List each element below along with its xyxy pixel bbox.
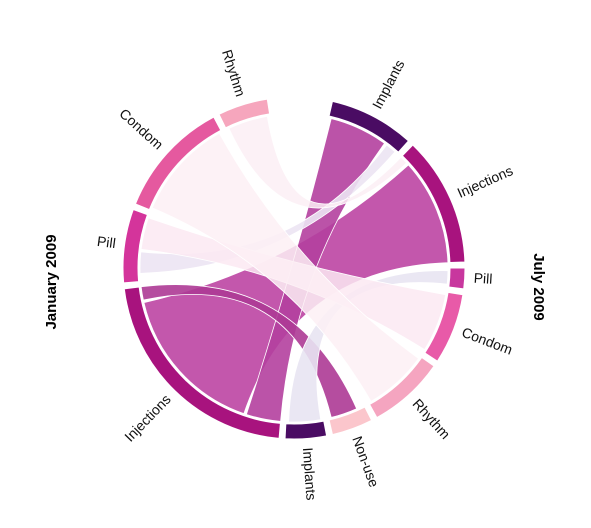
arc-left-rhythm bbox=[218, 98, 271, 129]
arc-label-left-injections: Injections bbox=[121, 391, 174, 445]
arc-right-condom bbox=[424, 291, 464, 362]
right-side-title: July 2009 bbox=[530, 253, 547, 321]
arc-layer bbox=[122, 98, 466, 440]
arc-label-left-condom: Condom bbox=[116, 105, 166, 152]
arc-right-rhythm bbox=[368, 356, 435, 419]
arc-label-right-rhythm: Rhythm bbox=[409, 396, 453, 443]
ribbon-rhythm-jan-to-injections-jul bbox=[228, 115, 408, 209]
arc-left-pill bbox=[122, 208, 149, 284]
arc-left-implants bbox=[284, 420, 328, 440]
left-side-title: January 2009 bbox=[43, 234, 60, 329]
arc-right-implants bbox=[328, 100, 410, 153]
ribbon-condom-jan-to-rhythm-jul bbox=[151, 132, 420, 402]
arc-label-right-injections: Injections bbox=[455, 162, 516, 201]
arc-right-non-use bbox=[328, 406, 373, 436]
arc-label-left-pill: Pill bbox=[96, 233, 117, 251]
arc-right-injections bbox=[401, 144, 466, 264]
arc-left-condom bbox=[134, 116, 222, 211]
arc-right-pill bbox=[448, 267, 466, 290]
arc-label-right-pill: Pill bbox=[473, 270, 493, 287]
arc-label-left-rhythm: Rhythm bbox=[219, 48, 249, 99]
arc-label-left-implants: Implants bbox=[300, 447, 320, 501]
arc-label-right-implants: Implants bbox=[369, 57, 408, 111]
arc-label-right-non-use: Non-use bbox=[349, 434, 382, 489]
arc-left-injections bbox=[123, 286, 281, 439]
arc-label-right-condom: Condom bbox=[460, 324, 515, 358]
ribbon-layer bbox=[139, 115, 449, 423]
